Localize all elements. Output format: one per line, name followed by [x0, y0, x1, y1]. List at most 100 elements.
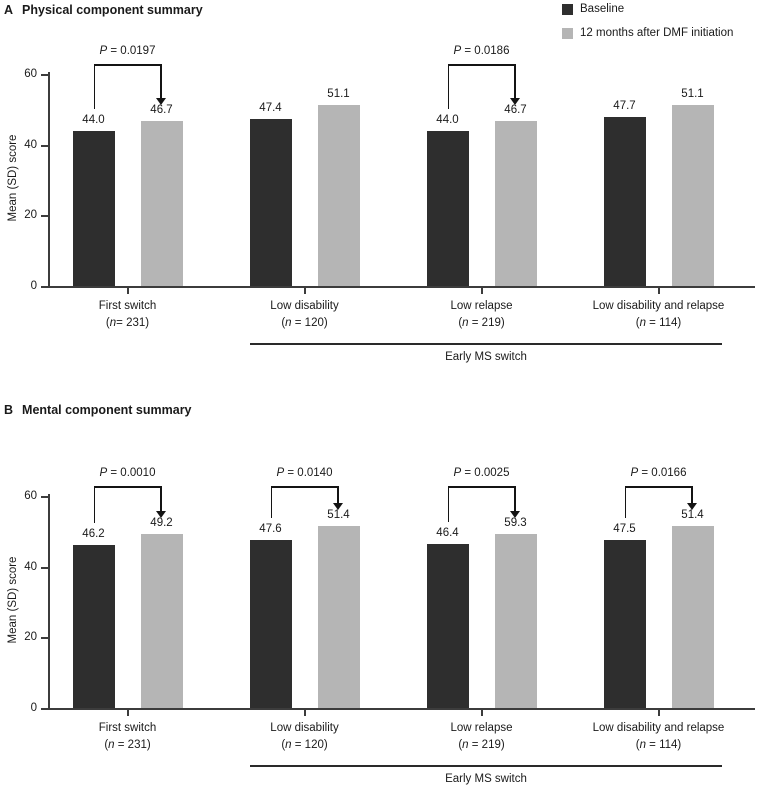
n-symbol: n: [639, 739, 646, 751]
bar-followup: [140, 120, 183, 286]
y-tick-label: 40: [24, 138, 37, 151]
significance-bracket-top: [270, 486, 339, 488]
y-tick-label: 20: [24, 631, 37, 644]
bar-baseline: [72, 130, 115, 286]
value-label-followup: 51.4: [327, 509, 350, 522]
n-symbol: n: [285, 317, 292, 329]
bar-baseline: [426, 130, 469, 286]
significance-bracket-left: [270, 486, 272, 518]
significance-bracket-top: [93, 64, 162, 66]
y-tick: [41, 637, 48, 640]
value-label-followup: 51.1: [681, 88, 704, 101]
arrow-down-icon: [510, 97, 520, 105]
x-group-label: Low relapse: [450, 722, 513, 734]
bar-followup: [317, 526, 360, 708]
value-label-baseline: 46.4: [436, 527, 459, 540]
x-tick: [303, 288, 306, 294]
early-ms-switch-line: [250, 765, 722, 767]
bar-baseline: [603, 117, 646, 286]
y-tick: [41, 215, 48, 218]
group-n-label: (n= 231): [105, 317, 150, 329]
panel-a-title-text: Physical component summary: [22, 3, 203, 17]
x-tick: [657, 710, 660, 716]
arrow-down-icon: [156, 511, 166, 519]
n-symbol: n: [639, 317, 646, 329]
significance-bracket-left: [624, 486, 626, 519]
arrow-down-icon: [333, 503, 343, 511]
group-n-label: (n = 219): [458, 739, 505, 751]
significance-bracket-left: [93, 64, 95, 109]
group-n-label: (n = 114): [635, 739, 682, 751]
p-value-label: P = 0.0197: [99, 45, 156, 57]
y-axis-title: Mean (SD) score: [7, 134, 19, 222]
x-tick: [126, 288, 129, 294]
significance-bracket-top: [447, 486, 516, 488]
n-symbol: n: [462, 317, 469, 329]
legend: Baseline 12 months after DMF initiation: [562, 3, 733, 39]
x-group-label: Low disability: [270, 722, 339, 734]
panel-b-letter: B: [4, 403, 14, 417]
significance-bracket-top: [93, 486, 162, 488]
bar-followup: [671, 105, 714, 286]
value-label-followup: 46.7: [504, 103, 527, 116]
y-tick: [41, 144, 48, 147]
significance-bracket-left: [447, 64, 449, 109]
panel-b-title-text: Mental component summary: [22, 403, 192, 417]
value-label-followup: 51.4: [681, 509, 704, 522]
p-symbol: P: [630, 467, 639, 479]
value-label-followup: 46.7: [150, 103, 173, 116]
value-label-baseline: 46.2: [82, 527, 105, 540]
y-tick-label: 40: [24, 560, 37, 573]
arrow-down-icon: [687, 503, 697, 511]
significance-bracket-left: [447, 486, 449, 523]
bar-baseline: [603, 540, 646, 708]
p-value-label: P = 0.0010: [99, 467, 156, 479]
y-tick: [41, 566, 48, 569]
bar-followup: [494, 533, 537, 708]
p-value-label: P = 0.0025: [453, 467, 510, 479]
p-symbol: P: [276, 467, 285, 479]
group-n-label: (n = 120): [281, 317, 328, 329]
significance-bracket-right: [514, 64, 516, 98]
value-label-baseline: 44.0: [82, 113, 105, 126]
bar-followup: [671, 526, 714, 708]
bar-baseline: [249, 539, 292, 708]
group-n-label: (n = 114): [635, 317, 682, 329]
x-group-label: Low disability: [270, 300, 339, 312]
y-tick: [41, 708, 48, 710]
y-tick: [41, 74, 48, 76]
y-tick: [41, 496, 48, 498]
n-symbol: n: [108, 739, 115, 751]
x-axis: [48, 286, 755, 288]
x-group-label: Low disability and relapse: [592, 300, 725, 312]
y-tick-label: 60: [24, 68, 37, 80]
bar-baseline: [72, 544, 115, 708]
value-label-baseline: 47.6: [259, 522, 282, 535]
x-tick: [126, 710, 129, 716]
significance-bracket-top: [447, 64, 516, 66]
panel-a-letter: A: [4, 3, 14, 17]
significance-bracket-top: [624, 486, 693, 488]
early-ms-switch-label: Early MS switch: [445, 351, 527, 363]
p-symbol: P: [99, 467, 108, 479]
arrow-down-icon: [156, 97, 166, 105]
bar-followup: [317, 105, 360, 286]
followup-swatch-icon: [562, 27, 573, 39]
baseline-swatch-icon: [562, 3, 573, 15]
significance-bracket-right: [160, 486, 162, 512]
x-axis: [48, 708, 755, 710]
x-tick: [303, 710, 306, 716]
n-symbol: n: [285, 739, 292, 751]
value-label-followup: 51.1: [327, 88, 350, 101]
x-tick: [480, 288, 483, 294]
x-tick: [480, 710, 483, 716]
significance-bracket-right: [691, 486, 693, 504]
legend-item-followup: 12 months after DMF initiation: [562, 27, 733, 39]
value-label-baseline: 47.4: [259, 101, 282, 114]
y-tick-label: 60: [24, 490, 37, 502]
group-n-label: (n = 120): [281, 739, 328, 751]
legend-item-baseline: Baseline: [562, 3, 733, 15]
y-tick-label: 20: [24, 209, 37, 222]
value-label-baseline: 44.0: [436, 113, 459, 126]
bar-baseline: [426, 544, 469, 708]
